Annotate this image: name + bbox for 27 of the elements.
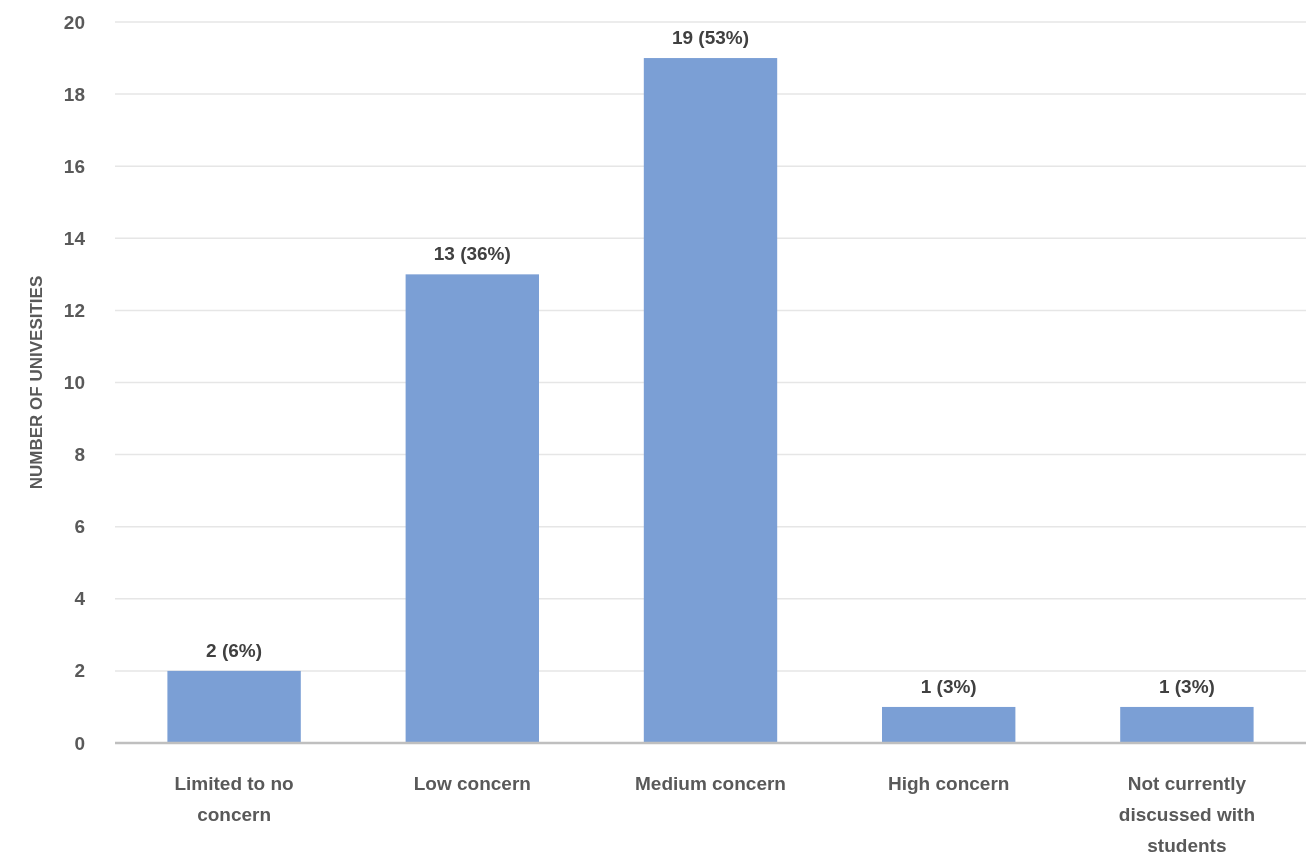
y-tick-label: 2 <box>74 660 85 682</box>
data-label: 1 (3%) <box>920 675 977 697</box>
data-label: 13 (36%) <box>433 243 511 265</box>
bar <box>1120 706 1254 743</box>
x-tick-label: Not currently discussed with students <box>1118 773 1255 856</box>
data-label: 19 (53%) <box>671 27 750 49</box>
bar <box>405 274 539 743</box>
data-label: 2 (6%) <box>206 639 263 661</box>
y-tick-label: 20 <box>63 11 85 33</box>
y-tick-label: 16 <box>63 155 85 177</box>
x-tick-label: High concern <box>888 773 1010 794</box>
y-axis-title: NUMBER OF UNIVESITIES <box>27 275 46 490</box>
bar <box>167 670 301 743</box>
y-tick-label: 8 <box>74 444 85 466</box>
y-tick-label: 6 <box>74 516 85 538</box>
y-tick-label: 0 <box>74 732 85 754</box>
y-tick-label: 18 <box>63 83 85 105</box>
x-tick-label: Limited to no concern <box>174 773 294 825</box>
bar <box>882 706 1016 743</box>
y-tick-label: 4 <box>74 588 86 610</box>
y-tick-label: 14 <box>63 227 86 249</box>
data-label: 1 (3%) <box>1158 675 1215 697</box>
x-tick-label: Medium concern <box>635 773 786 794</box>
y-tick-label: 12 <box>63 299 85 321</box>
y-tick-label: 10 <box>63 372 85 394</box>
bar <box>643 58 778 743</box>
x-tick-label: Low concern <box>413 773 531 794</box>
